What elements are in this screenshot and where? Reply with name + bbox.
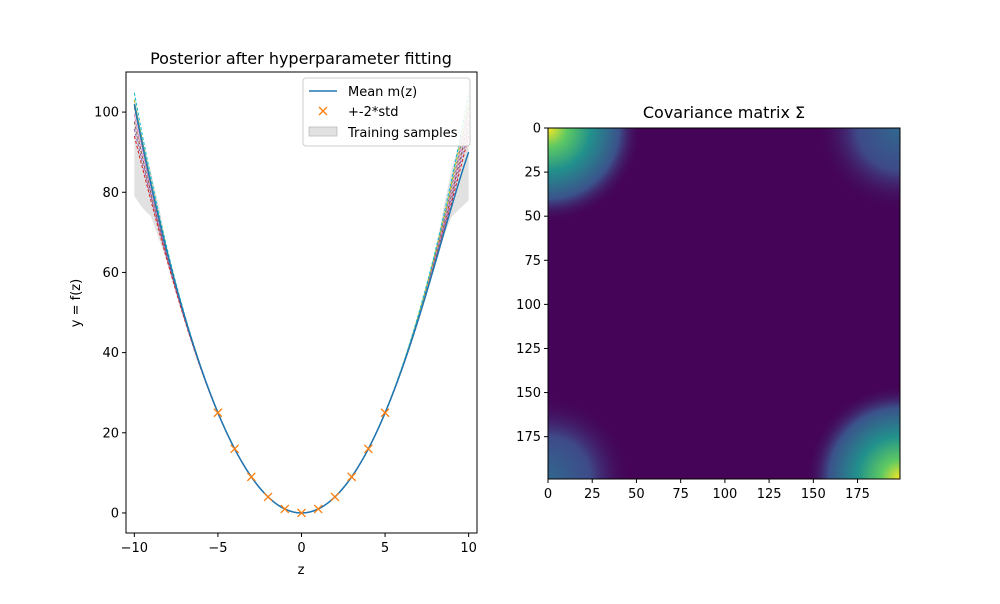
legend: Mean m(z) +-2*std Training samples [302, 77, 471, 147]
sample-curve [133, 107, 470, 514]
std-marker [330, 492, 340, 502]
right-chart-title: Covariance matrix Σ [643, 103, 805, 122]
heatmap-y-tick-label: 175 [516, 430, 541, 445]
std-marker [280, 504, 290, 514]
std-marker [213, 408, 223, 418]
heatmap-y-tick-label: 100 [516, 298, 541, 313]
y-tick-label: 100 [94, 106, 119, 121]
std-marker [380, 408, 390, 418]
heatmap-y-tick-label: 0 [533, 122, 541, 137]
std-marker [263, 492, 273, 502]
heatmap-y-tick-label: 125 [516, 342, 541, 357]
left-plot-area [133, 92, 470, 518]
legend-samples-swatch [308, 126, 338, 137]
heatmap-x-tick-label: 75 [672, 487, 689, 502]
x-tick-label: 5 [381, 541, 389, 556]
heatmap-x-tick-label: 175 [845, 487, 870, 502]
x-tick-label: −10 [121, 541, 148, 556]
legend-mean-label: Mean m(z) [348, 85, 417, 100]
legend-std-swatch [318, 106, 328, 116]
std-marker [313, 504, 323, 514]
legend-std-label: +-2*std [348, 105, 398, 120]
left-chart-title: Posterior after hyperparameter fitting [150, 49, 452, 68]
heatmap-x-tick-label: 100 [712, 487, 737, 502]
y-tick-label: 60 [102, 266, 119, 281]
x-tick-label: 0 [297, 541, 305, 556]
legend-box [302, 77, 471, 147]
std-marker [246, 472, 256, 482]
right-axis-ticks: 0 25 50 75 100 125 150 175 0 25 50 75 100 125 150 175 [516, 122, 870, 503]
std-marker [363, 444, 373, 454]
std-marker [230, 444, 240, 454]
heatmap [548, 128, 900, 479]
std-marker [297, 508, 306, 518]
left-x-axis-label: z [298, 563, 305, 578]
heatmap-corner-bottom-right [548, 128, 900, 479]
legend-samples-label: Training samples [347, 126, 458, 141]
left-y-axis-label: y = f(z) [69, 279, 84, 327]
heatmap-y-tick-label: 50 [524, 210, 541, 225]
right-axes-frame [547, 127, 901, 480]
y-tick-label: 20 [102, 426, 119, 441]
heatmap-y-tick-label: 150 [516, 386, 541, 401]
sample-curve [133, 136, 470, 514]
mean-line [133, 103, 470, 514]
sample-curve [133, 99, 470, 514]
uncertainty-band-left [134, 96, 177, 289]
sample-curve [133, 92, 470, 514]
heatmap-x-tick-label: 25 [584, 487, 601, 502]
heatmap-x-tick-label: 0 [544, 487, 552, 502]
heatmap-y-tick-label: 25 [524, 166, 541, 181]
x-tick-label: −5 [208, 541, 227, 556]
heatmap-x-tick-label: 125 [757, 487, 782, 502]
heatmap-x-tick-label: 50 [628, 487, 645, 502]
heatmap-y-tick-label: 75 [524, 254, 541, 269]
y-tick-label: 80 [102, 186, 119, 201]
x-tick-label: 10 [460, 541, 477, 556]
heatmap-x-tick-label: 150 [801, 487, 826, 502]
std-marker [347, 472, 357, 482]
y-tick-label: 0 [111, 506, 119, 521]
y-tick-label: 40 [102, 346, 119, 361]
